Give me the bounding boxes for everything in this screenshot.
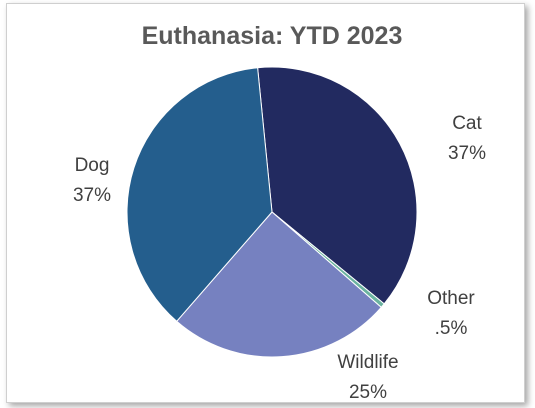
- slice-label-percent: 37%: [448, 143, 486, 164]
- slice-label-percent: 25%: [349, 382, 387, 403]
- slice-label-other: Other .5%: [427, 288, 475, 339]
- chart-title: Euthanasia: YTD 2023: [142, 22, 403, 50]
- slice-label-wildlife: Wildlife 25%: [337, 352, 398, 403]
- slice-label-name: Other: [427, 288, 475, 309]
- slice-label-name: Dog: [75, 155, 110, 176]
- slice-label-name: Wildlife: [337, 352, 398, 373]
- slice-label-percent: 37%: [73, 185, 111, 206]
- pie-slice-dog: [126, 67, 273, 322]
- slice-labels: Cat 37% Other .5% Wildlife 25% Dog 37%: [73, 113, 486, 403]
- slice-label-name: Cat: [452, 113, 482, 134]
- slice-label-cat: Cat 37%: [448, 113, 486, 164]
- slice-label-percent: .5%: [435, 318, 468, 339]
- pie-slices: [126, 66, 418, 358]
- pie-slice-wildlife: [175, 211, 382, 358]
- slice-label-dog: Dog 37%: [73, 155, 111, 206]
- pie-slice-cat: [257, 66, 418, 305]
